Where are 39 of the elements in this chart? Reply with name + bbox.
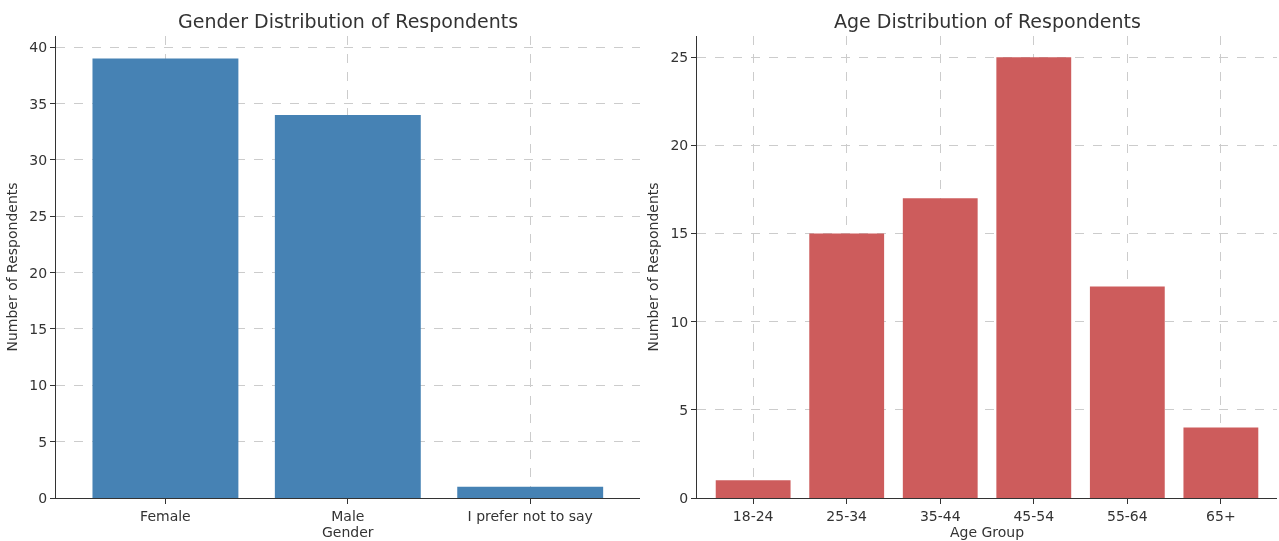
y-tick-label: 5 bbox=[679, 401, 689, 418]
x-tick-label: Male bbox=[331, 507, 365, 524]
x-tick-label: 65+ bbox=[1206, 507, 1236, 524]
bar bbox=[274, 114, 421, 498]
chart-title: Age Distribution of Respondents bbox=[834, 10, 1141, 32]
bar bbox=[1183, 427, 1259, 498]
y-tick-label: 25 bbox=[670, 49, 689, 66]
y-tick-label: 5 bbox=[38, 433, 48, 450]
bar bbox=[996, 57, 1072, 498]
y-tick-label: 0 bbox=[38, 489, 48, 506]
x-tick-label: I prefer not to say bbox=[467, 507, 593, 524]
chart-title: Gender Distribution of Respondents bbox=[178, 10, 519, 32]
y-tick-label: 15 bbox=[670, 225, 689, 242]
y-tick-label: 30 bbox=[29, 151, 48, 168]
bar bbox=[1089, 286, 1165, 498]
x-tick-label: 35-44 bbox=[919, 507, 961, 524]
y-tick-label: 20 bbox=[29, 264, 48, 281]
x-tick-label: 18-24 bbox=[732, 507, 774, 524]
y-tick-label: 10 bbox=[29, 377, 48, 394]
bar bbox=[92, 58, 239, 498]
y-axis-title: Number of Respondents bbox=[645, 182, 661, 352]
y-tick-label: 40 bbox=[29, 39, 48, 56]
x-tick-label: Female bbox=[140, 507, 191, 524]
x-tick-label: 55-64 bbox=[1106, 507, 1148, 524]
bar bbox=[457, 486, 604, 498]
y-tick-label: 35 bbox=[29, 95, 48, 112]
y-tick-label: 0 bbox=[679, 489, 689, 506]
x-axis-title: Age Group bbox=[949, 523, 1025, 540]
y-tick-label: 20 bbox=[670, 137, 689, 154]
y-tick-label: 25 bbox=[29, 208, 48, 225]
y-tick-label: 10 bbox=[670, 313, 689, 330]
y-axis-title: Number of Respondents bbox=[3, 182, 20, 352]
x-axis-title: Gender bbox=[322, 523, 374, 540]
bar bbox=[902, 198, 978, 498]
bar bbox=[715, 480, 791, 498]
x-tick-label: 25-34 bbox=[826, 507, 868, 524]
bar bbox=[809, 233, 885, 498]
y-tick-label: 15 bbox=[29, 320, 48, 337]
x-tick-label: 45-54 bbox=[1013, 507, 1055, 524]
